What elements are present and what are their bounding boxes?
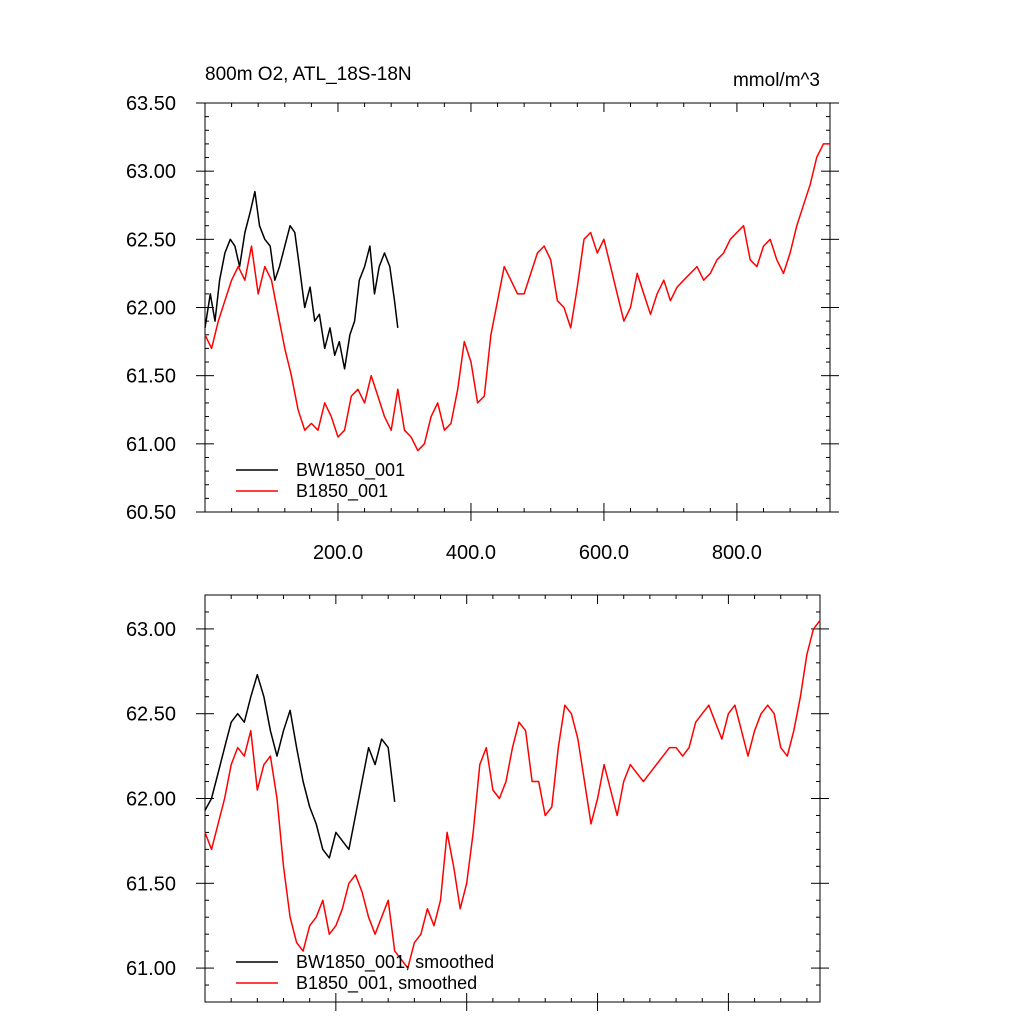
plot-frame	[204, 594, 821, 1003]
x-tick-label: 600.0	[579, 542, 629, 564]
series-line-b1850	[204, 143, 830, 452]
y-tick-label: 62.00	[126, 789, 176, 811]
y-tick-label: 61.50	[126, 366, 176, 388]
bottom-panel: 61.00 61.50 62.00 62.50 63.00 BW1850_001, smo…	[126, 594, 829, 1011]
legend-label: B1850_001, smoothed	[296, 973, 477, 994]
y-tick-label: 62.50	[126, 229, 176, 251]
legend-label: BW1850_001	[296, 460, 405, 481]
series-line-bw1850	[204, 673, 396, 859]
legend-label: B1850_001	[296, 481, 388, 502]
series-line-bw1850	[204, 190, 399, 370]
y-tick-label: 61.00	[126, 958, 176, 980]
legend-label: BW1850_001, smoothed	[296, 952, 494, 973]
units-label: mmol/m^3	[733, 70, 820, 91]
y-tick-label: 61.00	[126, 434, 176, 456]
x-tick-label: 200.0	[313, 542, 363, 564]
y-tick-label: 63.50	[126, 93, 176, 115]
y-tick-label: 61.50	[126, 873, 176, 895]
y-tick-label: 62.00	[126, 298, 176, 320]
series-line-b1850	[204, 619, 821, 969]
y-tick-label: 63.00	[126, 161, 176, 183]
y-tick-label: 63.00	[126, 619, 176, 641]
x-tick-label: 800.0	[712, 542, 762, 564]
plot-frame	[204, 102, 831, 513]
y-tick-label: 62.50	[126, 704, 176, 726]
chart-title: 800m O2, ATL_18S-18N	[205, 64, 412, 85]
top-panel: 200.0 400.0 600.0 800.0 60.50 61.00 61.50 62.00…	[126, 64, 839, 564]
x-tick-label: 400.0	[446, 542, 496, 564]
y-tick-label: 60.50	[126, 502, 176, 524]
